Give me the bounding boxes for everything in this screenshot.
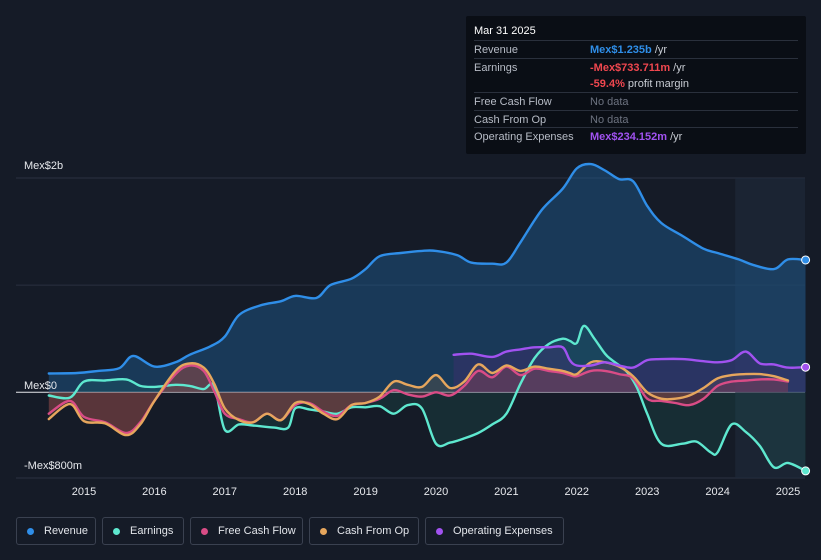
legend-dot-icon <box>27 527 34 535</box>
series-areas <box>48 163 806 471</box>
tooltip-unit: profit margin <box>624 78 690 90</box>
tooltip-unit: /yr <box>667 131 683 143</box>
legend-item-revenue[interactable]: Revenue <box>16 517 96 545</box>
legend-label: Free Cash Flow <box>218 525 296 537</box>
y-axis-zero-label: Mex$0 <box>24 380 58 392</box>
x-tick-label: 2022 <box>565 486 589 498</box>
tooltip-value-revenue: Mex$1.235b <box>590 44 652 56</box>
x-tick-label: 2025 <box>776 486 800 498</box>
legend-label: Cash From Op <box>337 525 410 537</box>
earnings-end-marker <box>801 466 811 476</box>
legend-item-cash-from-op[interactable]: Cash From Op <box>309 517 419 545</box>
tooltip-label: Cash From Op <box>474 114 547 126</box>
legend-item-earnings[interactable]: Earnings <box>102 517 184 545</box>
x-tick-label: 2024 <box>705 486 729 498</box>
x-axis-ticks: 2015 2016 2017 2018 2019 2020 2021 2022 2023 2024… <box>72 486 800 498</box>
revenue-area <box>48 163 806 393</box>
x-tick-label: 2020 <box>424 486 448 498</box>
revenue-line <box>47 162 807 375</box>
tooltip-row-cash-from-op: Cash From Op No data <box>474 110 798 128</box>
legend-item-operating-expenses[interactable]: Operating Expenses <box>425 517 564 545</box>
tooltip-value: No data <box>590 96 629 108</box>
revenue-end-marker <box>801 255 811 265</box>
tooltip-row-margin: -59.4% profit margin <box>474 75 798 92</box>
tooltip-value: -Mex$733.711m /yr <box>590 62 685 74</box>
x-tick-label: 2015 <box>72 486 96 498</box>
x-tick-label: 2018 <box>283 486 307 498</box>
tooltip-value: Mex$234.152m /yr <box>590 131 682 143</box>
tooltip-unit: /yr <box>670 62 686 74</box>
tooltip-label: Free Cash Flow <box>474 96 552 108</box>
tooltip-panel: Mar 31 2025 Revenue Mex$1.235b /yr Earni… <box>466 16 806 154</box>
series-lines <box>47 162 807 473</box>
tooltip-value-opex: Mex$234.152m <box>590 131 668 143</box>
tooltip-label: Revenue <box>474 44 519 56</box>
x-tick-label: 2023 <box>635 486 659 498</box>
tooltip-unit: /yr <box>651 44 668 56</box>
operating-expenses-line <box>452 345 807 370</box>
legend-label: Operating Expenses <box>453 525 553 537</box>
latest-period-highlight <box>735 178 805 478</box>
free-cash-flow-line <box>47 364 790 435</box>
x-tick-label: 2019 <box>353 486 377 498</box>
tooltip-label: Operating Expenses <box>474 131 574 143</box>
y-axis-bottom-label: -Mex$800m <box>24 460 83 472</box>
tooltip-row-earnings: Earnings -Mex$733.711m /yr <box>474 58 798 76</box>
tooltip-row-operating-expenses: Operating Expenses Mex$234.152m /yr <box>474 127 798 145</box>
y-axis-top-label: Mex$2b <box>24 160 64 172</box>
operating-expenses-area <box>453 346 806 393</box>
tooltip-date: Mar 31 2025 <box>474 25 536 37</box>
legend-item-free-cash-flow[interactable]: Free Cash Flow <box>190 517 303 545</box>
tooltip-value-margin: -59.4% <box>590 78 625 90</box>
legend-label: Revenue <box>44 525 89 537</box>
tooltip-value: Mex$1.235b /yr <box>590 44 667 56</box>
series-end-markers <box>801 255 811 476</box>
tooltip-label: Earnings <box>474 62 518 74</box>
x-tick-label: 2016 <box>142 486 166 498</box>
tooltip-value: -59.4% profit margin <box>590 78 689 90</box>
legend-dot-icon <box>436 527 443 535</box>
earnings-line <box>47 324 807 473</box>
tooltip-row-free-cash-flow: Free Cash Flow No data <box>474 92 798 110</box>
legend-dot-icon <box>113 527 120 535</box>
operating-expenses-end-marker <box>801 362 811 372</box>
legend-dot-icon <box>201 527 208 535</box>
tooltip-row-revenue: Revenue Mex$1.235b /yr <box>474 40 798 58</box>
legend-dot-icon <box>320 527 327 535</box>
tooltip-value-earnings: -Mex$733.711m <box>590 62 671 74</box>
cash-from-op-line <box>47 360 790 437</box>
x-tick-label: 2021 <box>494 486 518 498</box>
legend-label: Earnings <box>130 525 174 537</box>
x-tick-label: 2017 <box>213 486 237 498</box>
grid-lines <box>16 177 805 479</box>
tooltip-value: No data <box>590 114 629 126</box>
earnings-area <box>48 325 806 471</box>
